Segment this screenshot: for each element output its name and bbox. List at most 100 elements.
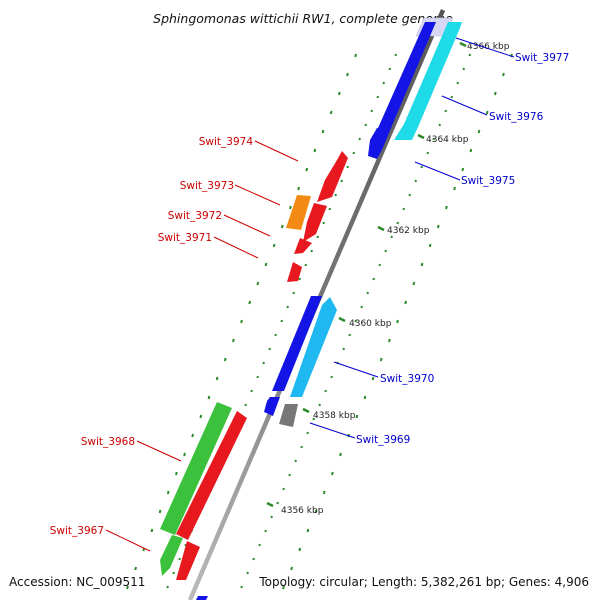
track-dot — [396, 221, 399, 225]
track-dot — [232, 338, 235, 343]
gene-label-swit-3970[interactable]: Swit_3970 — [380, 373, 434, 385]
gene-swit-3972[interactable] — [303, 203, 327, 242]
track-dot — [223, 357, 227, 362]
scale-tick: 4356 kbp — [266, 501, 324, 516]
track-dot — [166, 585, 169, 589]
gene-swit-3970[interactable] — [272, 296, 337, 397]
gene-swit-3975[interactable] — [368, 128, 391, 159]
track-dot — [340, 179, 343, 183]
track-dot — [370, 109, 373, 113]
tick-label-4360: 4360 kbp — [349, 319, 392, 329]
track-dot — [485, 110, 489, 115]
track-dot — [134, 566, 137, 571]
track-dot — [390, 235, 393, 239]
track-dot — [282, 585, 285, 590]
track-dot — [322, 221, 325, 225]
scale-tick: 4358 kbp — [302, 407, 356, 421]
gene-fragment — [196, 596, 208, 600]
track-dot — [314, 509, 318, 514]
track-dot — [404, 300, 408, 305]
track-dot — [158, 509, 162, 514]
track-dot — [305, 167, 309, 172]
track-dot — [288, 473, 291, 477]
track-dot — [445, 205, 448, 210]
track-dot — [289, 205, 292, 210]
track-dot — [306, 431, 309, 435]
gene-label-swit-3977[interactable]: Swit_3977 — [515, 52, 569, 64]
track-dot — [456, 81, 459, 85]
track-dot — [360, 305, 363, 309]
track-dot — [262, 361, 265, 365]
track-dot — [394, 53, 397, 57]
gene-swit-3974[interactable] — [317, 151, 348, 202]
gene-swit-3971[interactable] — [287, 238, 312, 282]
track-dot — [321, 129, 325, 134]
track-dot — [256, 281, 260, 286]
track-dot — [256, 375, 259, 379]
track-dot — [282, 487, 285, 491]
gene-label-swit-3971[interactable]: Swit_3971 — [158, 232, 212, 244]
track-dot — [342, 347, 345, 351]
track-dot — [331, 471, 334, 476]
track-dot — [312, 417, 315, 421]
track-dot — [178, 557, 181, 561]
track-dot — [313, 148, 317, 153]
track-dot — [286, 305, 289, 309]
track-dot — [252, 557, 255, 561]
track-dot — [258, 543, 261, 547]
gene-label-swit-3969[interactable]: Swit_3969 — [356, 434, 410, 446]
gene-swit-3967[interactable] — [160, 535, 200, 580]
tick-label-4362: 4362 kbp — [387, 226, 430, 236]
track-dot — [462, 67, 465, 71]
track-dot — [316, 235, 319, 239]
track-dot — [246, 571, 249, 575]
track-dot — [330, 375, 333, 379]
track-dot — [126, 585, 129, 590]
track-dot — [382, 81, 385, 85]
track-dot — [468, 53, 471, 57]
accession-text: Accession: NC_009511 — [9, 575, 145, 589]
tick-label-4364: 4364 kbp — [426, 135, 469, 145]
genome-summary-text: Topology: circular; Length: 5,382,261 bp… — [258, 575, 589, 589]
gene-swit-3969[interactable] — [264, 397, 298, 427]
track-dot — [280, 319, 283, 323]
track-dot — [371, 376, 375, 381]
gene-swit-3968[interactable] — [160, 402, 247, 540]
gene-label-swit-3975[interactable]: Swit_3975 — [461, 175, 515, 187]
track-dot — [290, 566, 293, 571]
track-dot — [240, 319, 243, 324]
gene-swit-3973[interactable] — [286, 195, 311, 230]
track-dot — [298, 277, 301, 281]
gene-label-swit-3968[interactable]: Swit_3968 — [81, 436, 135, 448]
gene-label-swit-3967[interactable]: Swit_3967 — [50, 525, 104, 537]
gene-label-swit-3974[interactable]: Swit_3974 — [199, 136, 254, 148]
gene-label-swit-3972[interactable]: Swit_3972 — [168, 210, 222, 222]
track-dot — [364, 123, 367, 127]
track-dot — [420, 262, 424, 267]
track-dot — [378, 263, 381, 267]
track-dot — [240, 585, 243, 589]
track-dot — [324, 389, 327, 393]
track-dot — [432, 137, 435, 141]
dotted-track-lines — [126, 53, 513, 590]
track-dot — [175, 471, 178, 476]
gene-swit-3976[interactable] — [378, 22, 462, 140]
gene-label-swit-3976[interactable]: Swit_3976 — [489, 111, 544, 123]
track-dot — [363, 395, 367, 400]
track-dot — [248, 300, 252, 305]
track-dot — [328, 207, 331, 211]
track-dot — [294, 459, 297, 463]
track-dot — [215, 376, 219, 381]
track-dot — [477, 129, 481, 134]
track-dot — [372, 277, 375, 281]
track-dot — [300, 445, 303, 449]
track-dot — [298, 547, 302, 552]
track-dot — [352, 151, 355, 155]
track-dot — [388, 67, 391, 71]
gene-label-swit-3973[interactable]: Swit_3973 — [180, 180, 234, 192]
track-dot — [354, 319, 357, 323]
track-dot — [264, 262, 268, 267]
track-dot — [453, 186, 456, 191]
track-dot — [412, 281, 416, 286]
